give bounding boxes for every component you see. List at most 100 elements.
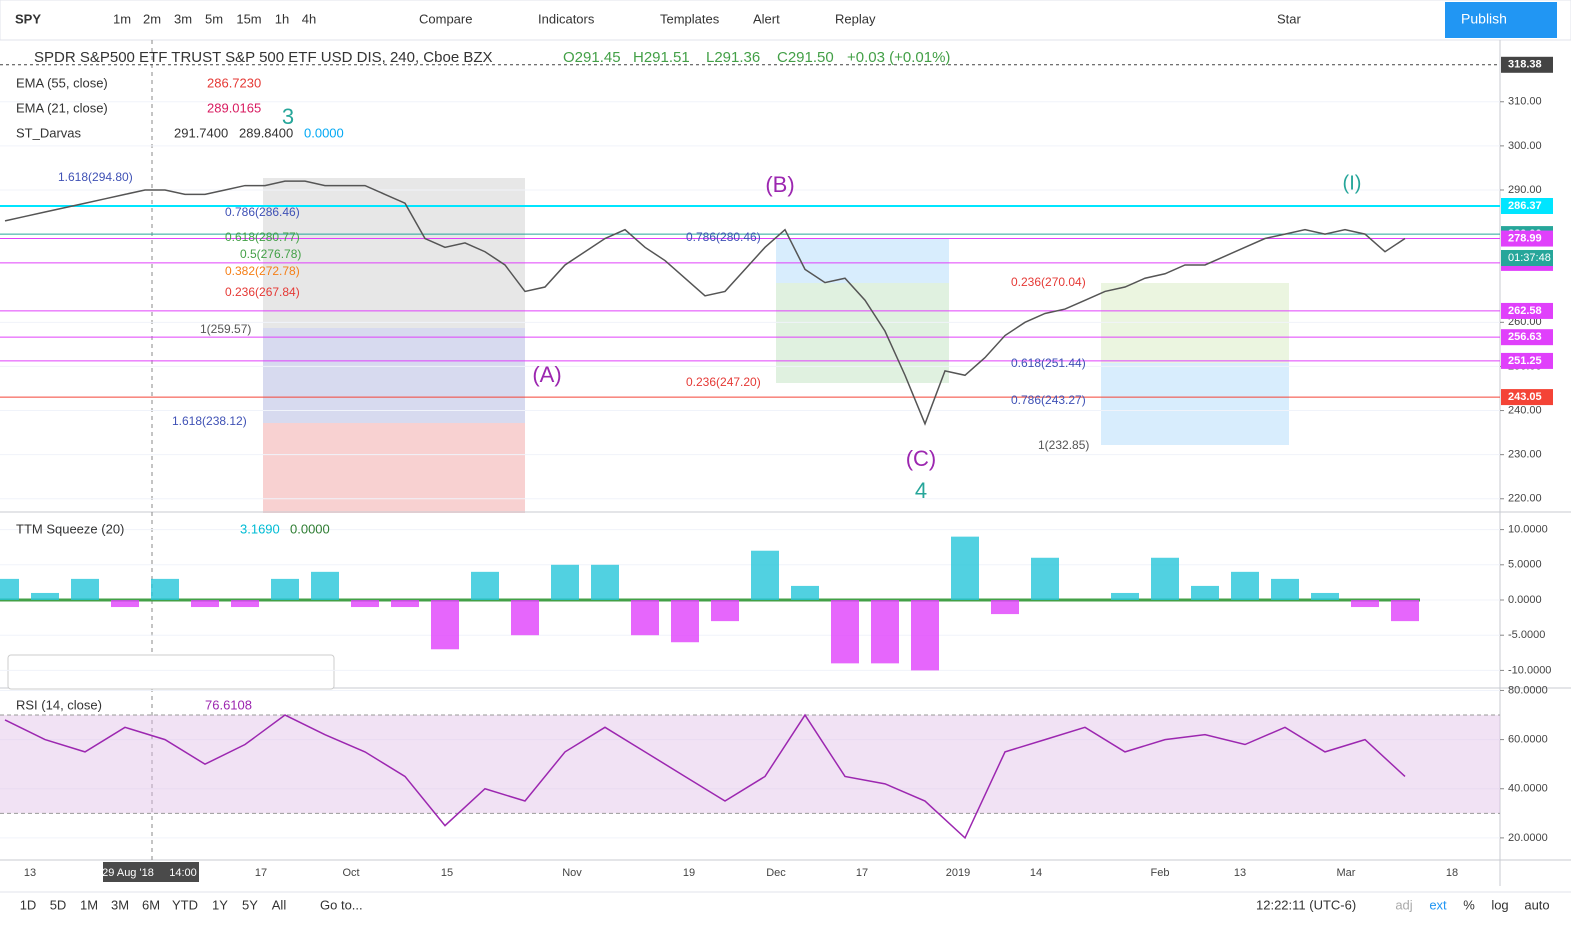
interval-button[interactable]: 15m xyxy=(236,11,261,26)
price-level-label: 318.38 xyxy=(1508,59,1542,71)
publish-button[interactable] xyxy=(1445,2,1557,38)
chart-annotation: 0.382(272.78) xyxy=(225,264,300,278)
histogram-bar xyxy=(551,564,579,600)
study-value: 0.0000 xyxy=(304,125,344,140)
study-name: ST_Darvas xyxy=(16,125,82,140)
interval-button[interactable]: 4h xyxy=(302,11,316,26)
toolbar-button[interactable]: Indicators xyxy=(538,11,595,26)
histogram-bar xyxy=(951,536,979,600)
histogram-bar xyxy=(1111,592,1139,600)
drawing-toolbar[interactable] xyxy=(7,654,335,690)
price-level-tag xyxy=(1501,389,1553,406)
y-tick-label: 80.0000 xyxy=(1508,684,1548,696)
y-tick-label: 310.00 xyxy=(1508,96,1542,108)
series-line xyxy=(4,713,1406,840)
chart-annotation: 1(259.57) xyxy=(200,322,251,336)
range-button[interactable]: 3M xyxy=(111,897,129,912)
histogram-bar xyxy=(1271,578,1299,600)
price-level-tag xyxy=(1501,56,1553,73)
legend-title: SPDR S&P500 ETF TRUST S&P 500 ETF USD DI… xyxy=(34,49,493,66)
chart-annotation: 1(232.85) xyxy=(1038,438,1089,452)
pane-title: TTM Squeeze (20) xyxy=(16,521,124,536)
chart-annotation: 0.618(280.77) xyxy=(225,230,300,244)
y-tick-label: -5.0000 xyxy=(1508,629,1545,641)
range-button[interactable]: All xyxy=(272,897,287,912)
histogram-bar xyxy=(151,578,179,600)
histogram-bar xyxy=(511,600,539,636)
time-label: 18 xyxy=(1446,867,1458,879)
histogram-bar xyxy=(191,600,219,608)
scale-option[interactable]: % xyxy=(1463,897,1475,912)
price-level-label: 286.37 xyxy=(1508,200,1542,212)
price-level-tag xyxy=(1501,329,1553,346)
price-level-tag xyxy=(1501,302,1553,319)
range-button[interactable]: 5D xyxy=(50,897,67,912)
scale-option[interactable]: log xyxy=(1491,897,1508,912)
chart-annotation: 0.236(270.04) xyxy=(1011,275,1086,289)
goto-button[interactable]: Go to... xyxy=(320,897,363,912)
y-tick-label: 240.00 xyxy=(1508,404,1542,416)
range-button[interactable]: 5Y xyxy=(242,897,258,912)
range-button[interactable]: 1M xyxy=(80,897,98,912)
range-button[interactable]: 1D xyxy=(20,897,37,912)
price-level-label: 262.58 xyxy=(1508,305,1542,317)
histogram-bar xyxy=(1391,600,1419,622)
star-button[interactable]: Star xyxy=(1277,11,1302,26)
toolbar-button[interactable]: Alert xyxy=(753,11,780,26)
fib-zone xyxy=(263,328,525,423)
histogram-bar xyxy=(791,585,819,600)
time-label: 13 xyxy=(24,867,36,879)
time-label: Mar xyxy=(1337,867,1356,879)
y-tick-label: 20.0000 xyxy=(1508,832,1548,844)
fib-zone xyxy=(1101,363,1289,445)
interval-button[interactable]: 2m xyxy=(143,11,161,26)
range-button[interactable]: YTD xyxy=(172,897,198,912)
histogram-bar xyxy=(991,600,1019,615)
scale-option[interactable]: adj xyxy=(1395,897,1412,912)
chart-annotation: 4 xyxy=(915,478,927,503)
time-label: Nov xyxy=(562,867,582,879)
range-button[interactable]: 6M xyxy=(142,897,160,912)
publish-label[interactable]: Publish xyxy=(1461,11,1507,27)
interval-button[interactable]: 1m xyxy=(113,11,131,26)
toolbar-button[interactable]: Compare xyxy=(419,11,472,26)
interval-button[interactable]: 1h xyxy=(275,11,289,26)
histogram-bar xyxy=(591,564,619,600)
range-button[interactable]: 1Y xyxy=(212,897,228,912)
histogram-bar xyxy=(1311,592,1339,600)
chart-annotation: 3 xyxy=(282,104,294,129)
chart-annotation: 0.236(247.20) xyxy=(686,375,761,389)
histogram-bar xyxy=(911,600,939,671)
y-tick-label: 220.00 xyxy=(1508,493,1542,505)
study-value: 286.7230 xyxy=(207,75,261,90)
pane-value: 0.0000 xyxy=(290,521,330,536)
toolbar-button[interactable]: Replay xyxy=(835,11,876,26)
y-tick-label: 260.00 xyxy=(1508,316,1542,328)
study-name: EMA (55, close) xyxy=(16,75,108,90)
histogram-bar xyxy=(1231,571,1259,600)
histogram-bar xyxy=(0,578,19,600)
chart-annotation: 1.618(294.80) xyxy=(58,170,133,184)
interval-button[interactable]: 5m xyxy=(205,11,223,26)
time-label: 13 xyxy=(1234,867,1246,879)
histogram-bar xyxy=(31,592,59,600)
histogram-bar xyxy=(231,600,259,608)
chart-annotation: (I) xyxy=(1343,172,1362,194)
study-value: 289.8400 xyxy=(239,125,293,140)
histogram-bar xyxy=(871,600,899,664)
histogram-bar xyxy=(351,600,379,608)
time-label: Feb xyxy=(1151,867,1170,879)
countdown-tag xyxy=(1501,250,1553,266)
scale-option[interactable]: ext xyxy=(1429,897,1447,912)
fib-zone xyxy=(263,423,525,513)
histogram-bar xyxy=(471,571,499,600)
interval-button[interactable]: 3m xyxy=(174,11,192,26)
toolbar-button[interactable]: Templates xyxy=(660,11,720,26)
y-tick-label: 290.00 xyxy=(1508,184,1542,196)
symbol[interactable]: SPY xyxy=(15,11,41,26)
countdown: 01:37:48 xyxy=(1508,252,1551,264)
scale-option[interactable]: auto xyxy=(1524,897,1549,912)
histogram-bar xyxy=(1191,585,1219,600)
price-level-tag xyxy=(1501,352,1553,369)
